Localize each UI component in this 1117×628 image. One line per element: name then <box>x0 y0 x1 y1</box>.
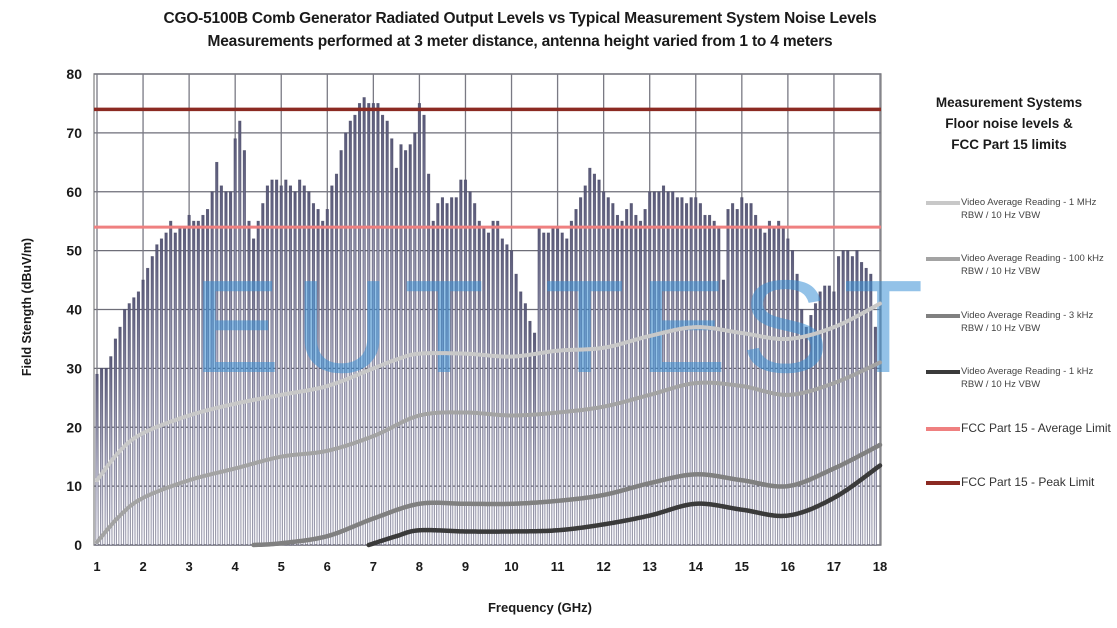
legend-swatch-1khz-icon <box>926 370 960 374</box>
svg-text:4: 4 <box>232 559 240 574</box>
svg-text:16: 16 <box>781 559 795 574</box>
legend-item-100khz: Video Average Reading - 100 kHz RBW / 10… <box>904 252 1114 278</box>
svg-text:15: 15 <box>735 559 749 574</box>
svg-text:14: 14 <box>689 559 704 574</box>
svg-text:9: 9 <box>462 559 469 574</box>
svg-text:17: 17 <box>827 559 841 574</box>
svg-text:30: 30 <box>66 360 82 376</box>
y-axis-ticks: 0 10 20 30 40 50 60 70 80 <box>66 66 82 553</box>
svg-text:20: 20 <box>66 419 82 435</box>
legend-label: FCC Part 15 - Peak Limit <box>961 475 1095 489</box>
legend-swatch-peak-limit-icon <box>926 481 960 485</box>
legend-label: Video Average Reading - 1 MHz RBW / 10 H… <box>961 197 1097 221</box>
svg-text:0: 0 <box>74 537 82 553</box>
legend-label: FCC Part 15 - Average Limit <box>961 421 1111 435</box>
legend-item-peak-limit: FCC Part 15 - Peak Limit <box>904 474 1114 491</box>
legend-label: Video Average Reading - 3 kHz RBW / 10 H… <box>961 310 1094 334</box>
series-lines <box>94 107 883 548</box>
svg-text:13: 13 <box>642 559 656 574</box>
svg-text:2: 2 <box>139 559 146 574</box>
chart-title: CGO-5100B Comb Generator Radiated Output… <box>163 10 877 27</box>
y-axis-label: Field Stength (dBuV/m) <box>20 237 34 377</box>
svg-text:40: 40 <box>66 302 82 318</box>
svg-text:80: 80 <box>66 66 82 82</box>
x-axis-label: Frequency (GHz) <box>487 600 592 615</box>
legend-swatch-1mhz-icon <box>926 201 960 205</box>
watermark: EUT TEST <box>192 253 937 400</box>
legend-item-1khz: Video Average Reading - 1 kHz RBW / 10 H… <box>904 365 1114 391</box>
comb-bars <box>95 97 877 546</box>
legend-swatch-avg-limit-icon <box>926 427 960 431</box>
svg-text:7: 7 <box>370 559 377 574</box>
svg-text:1: 1 <box>93 559 100 574</box>
legend-item-3khz: Video Average Reading - 3 kHz RBW / 10 H… <box>904 309 1114 335</box>
legend-swatch-100khz-icon <box>926 257 960 261</box>
svg-text:12: 12 <box>596 559 610 574</box>
svg-text:60: 60 <box>66 184 82 200</box>
chart-subtitle: Measurements performed at 3 meter distan… <box>207 33 833 50</box>
svg-text:10: 10 <box>504 559 518 574</box>
svg-text:8: 8 <box>416 559 423 574</box>
svg-text:5: 5 <box>278 559 285 574</box>
legend-label: Video Average Reading - 100 kHz RBW / 10… <box>961 253 1104 277</box>
svg-text:70: 70 <box>66 125 82 141</box>
x-axis-ticks: 1 2 3 4 5 6 7 8 9 10 11 12 13 14 15 16 17 18 <box>93 559 887 574</box>
legend-swatch-3khz-icon <box>926 314 960 318</box>
legend-title: Measurement Systems Floor noise levels &… <box>935 95 1083 152</box>
svg-text:18: 18 <box>873 559 887 574</box>
svg-text:10: 10 <box>66 478 82 494</box>
legend-label: Video Average Reading - 1 kHz RBW / 10 H… <box>961 366 1094 390</box>
legend: Measurement Systems Floor noise levels &… <box>904 92 1114 155</box>
svg-text:3: 3 <box>186 559 193 574</box>
svg-text:11: 11 <box>551 559 565 574</box>
legend-item-1mhz: Video Average Reading - 1 MHz RBW / 10 H… <box>904 196 1114 222</box>
svg-text:50: 50 <box>66 243 82 259</box>
svg-text:6: 6 <box>324 559 331 574</box>
legend-item-avg-limit: FCC Part 15 - Average Limit <box>904 420 1114 437</box>
